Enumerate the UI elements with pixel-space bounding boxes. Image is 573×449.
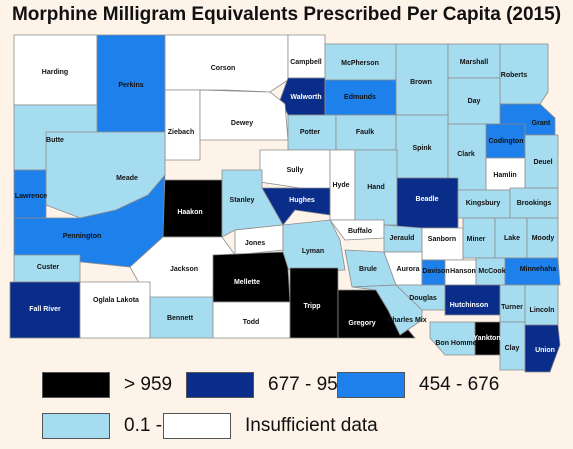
county-label-buffalo: Buffalo: [348, 228, 372, 235]
county-beadle: [396, 177, 459, 229]
county-label-haakon: Haakon: [177, 209, 202, 216]
county-campbell: [287, 34, 326, 79]
county-label-deuel: Deuel: [533, 159, 552, 166]
county-label-union: Union: [535, 347, 555, 354]
county-minnehaha: [504, 257, 561, 286]
county-label-codington: Codington: [489, 138, 524, 145]
county-label-walworth: Walworth: [290, 94, 321, 101]
county-label-clark: Clark: [457, 151, 475, 158]
county-label-jerauld: Jerauld: [390, 235, 415, 242]
county-label-miner: Miner: [467, 236, 486, 243]
county-label-faulk: Faulk: [356, 129, 374, 136]
county-label-douglas: Douglas: [409, 295, 437, 302]
county-label-sanborn: Sanborn: [428, 236, 456, 243]
counties-layer: [9, 34, 561, 373]
county-label-day: Day: [468, 98, 481, 105]
county-label-brookings: Brookings: [517, 200, 552, 207]
county-label-bennett: Bennett: [167, 315, 194, 322]
county-label-fall-river: Fall River: [29, 306, 61, 313]
county-label-mellette: Mellette: [234, 279, 260, 286]
county-label-ziebach: Ziebach: [168, 129, 194, 136]
county-label-yankton: Yankton: [473, 335, 500, 342]
county-label-turner: Turner: [501, 304, 523, 311]
county-label-roberts: Roberts: [501, 72, 528, 79]
county-label-tripp: Tripp: [303, 303, 320, 310]
county-label-lyman: Lyman: [302, 248, 324, 255]
county-label-beadle: Beadle: [416, 196, 439, 203]
county-label-brown: Brown: [410, 79, 432, 86]
county-label-hamlin: Hamlin: [493, 172, 516, 179]
county-bon-homme: [429, 321, 476, 356]
county-dewey: [199, 89, 289, 141]
county-label-kingsbury: Kingsbury: [466, 200, 501, 207]
county-label-brule: Brule: [359, 266, 377, 273]
county-label-hyde: Hyde: [332, 182, 349, 189]
county-label-sully: Sully: [287, 167, 304, 174]
county-label-meade: Meade: [116, 175, 138, 182]
county-label-charles-mix: Charles Mix: [387, 317, 426, 324]
map-title: Morphine Milligram Equivalents Prescribe…: [11, 4, 562, 25]
county-label-aurora: Aurora: [397, 266, 420, 273]
county-label-gregory: Gregory: [348, 320, 375, 327]
county-label-corson: Corson: [211, 65, 236, 72]
county-label-pennington: Pennington: [63, 233, 102, 240]
county-label-hutchinson: Hutchinson: [450, 302, 489, 309]
county-label-lake: Lake: [504, 235, 520, 242]
county-label-butte: Butte: [46, 137, 64, 144]
county-label-harding: Harding: [42, 69, 68, 76]
county-union: [524, 324, 561, 373]
county-label-custer: Custer: [37, 264, 59, 271]
county-sanborn: [421, 227, 464, 261]
county-label-oglala-lakota: Oglala Lakota: [93, 297, 139, 304]
county-label-marshall: Marshall: [460, 59, 488, 66]
county-hutchinson: [444, 284, 501, 316]
county-label-edmunds: Edmunds: [344, 94, 376, 101]
county-label-minnehaha: Minnehaha: [520, 266, 557, 273]
county-ziebach: [164, 89, 201, 161]
county-oglala-lakota: [79, 281, 151, 339]
county-label-mcpherson: McPherson: [341, 60, 379, 67]
county-label-grant: Grant: [532, 120, 551, 127]
county-label-campbell: Campbell: [290, 59, 322, 66]
county-mellette: [212, 251, 291, 303]
county-label-stanley: Stanley: [230, 197, 255, 204]
county-label-hand: Hand: [367, 184, 385, 191]
county-label-bon-homme: Bon Homme: [435, 340, 476, 347]
county-lincoln: [524, 284, 559, 326]
county-label-moody: Moody: [532, 235, 555, 242]
county-label-davison: Davison: [422, 268, 449, 275]
county-label-dewey: Dewey: [231, 120, 253, 127]
labels-layer: Harding Perkins Corson Campbell McPherson Bro…: [15, 59, 557, 354]
county-label-perkins: Perkins: [118, 82, 143, 89]
county-label-jackson: Jackson: [170, 266, 198, 273]
county-label-todd: Todd: [243, 319, 260, 326]
county-label-lawrence: Lawrence: [15, 193, 47, 200]
county-label-lincoln: Lincoln: [530, 307, 555, 314]
county-corson: [164, 34, 289, 93]
county-label-hughes: Hughes: [289, 197, 315, 204]
county-label-spink: Spink: [412, 145, 431, 152]
county-label-clay: Clay: [505, 345, 520, 352]
county-label-jones: Jones: [245, 240, 265, 247]
county-label-hanson: Hanson: [450, 268, 476, 275]
county-label-mccook: McCook: [478, 268, 505, 275]
county-label-potter: Potter: [300, 129, 321, 136]
